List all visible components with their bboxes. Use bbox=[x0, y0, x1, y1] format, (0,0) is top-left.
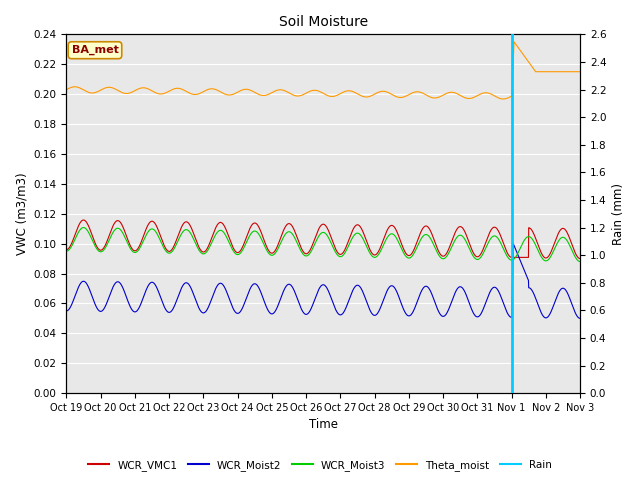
Title: Soil Moisture: Soil Moisture bbox=[278, 15, 368, 29]
Legend: WCR_VMC1, WCR_Moist2, WCR_Moist3, Theta_moist, Rain: WCR_VMC1, WCR_Moist2, WCR_Moist3, Theta_… bbox=[84, 456, 556, 475]
Text: BA_met: BA_met bbox=[72, 45, 118, 55]
X-axis label: Time: Time bbox=[308, 419, 338, 432]
Y-axis label: VWC (m3/m3): VWC (m3/m3) bbox=[15, 172, 28, 255]
Y-axis label: Rain (mm): Rain (mm) bbox=[612, 183, 625, 245]
